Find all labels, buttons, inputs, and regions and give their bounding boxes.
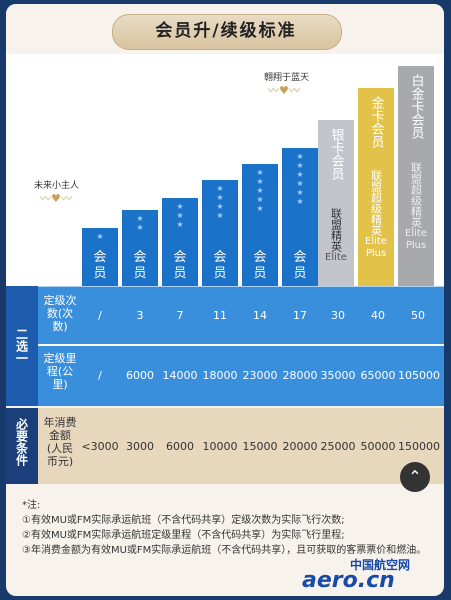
either-label-box: 二选一 <box>6 286 38 406</box>
row-value: 28000 <box>282 369 318 382</box>
row-value: 11 <box>213 309 227 322</box>
stars-icon: ★ ★ <box>136 214 144 232</box>
basic-tier-label: 会员 <box>253 250 267 281</box>
basic-tier-label: 会员 <box>133 250 147 281</box>
basic-tier-6: ★ ★ ★ ★ ★ ★ 会员 <box>282 148 318 286</box>
note-2: ②有效MU或FM实际承运航班定级里程（不含代码共享）为实际飞行里程; <box>22 530 345 541</box>
note-1: ①有效MU或FM实际承运航班（不含代码共享）定级次数为实际飞行次数; <box>22 515 345 526</box>
row-value: 18000 <box>202 369 238 382</box>
row-value: 35000 <box>320 369 356 382</box>
tier-silver-sub: 联盟精英 <box>329 208 343 252</box>
row-value: 23000 <box>242 369 278 382</box>
wings-right-icon: 〰♥〰 <box>268 84 300 97</box>
notes: *注: ①有效MU或FM实际承运航班（不含代码共享）定级次数为实际飞行次数; ②… <box>22 498 432 558</box>
basic-tier-4: ★ ★ ★ ★ 会员 <box>202 180 238 286</box>
stars-icon: ★ <box>96 232 104 241</box>
row-value: 30 <box>331 309 345 322</box>
row-value: 14000 <box>162 369 198 382</box>
row-label-mileage: 定级里程(公里) <box>43 352 77 391</box>
row-value: 150000 <box>398 440 440 453</box>
logo-top-text: 中国航空网 <box>350 558 411 572</box>
either-label: 二选一 <box>14 328 29 364</box>
basic-tier-label: 会员 <box>213 250 227 281</box>
basic-tier-label: 会员 <box>293 250 307 281</box>
row-value: 6000 <box>166 440 194 453</box>
row-value: 105000 <box>398 369 440 382</box>
row-value: 50 <box>411 309 425 322</box>
row-value: 25000 <box>320 440 356 453</box>
basic-tier-label: 会员 <box>173 250 187 281</box>
tier-platinum-eng: Elite Plus <box>405 228 427 251</box>
page-title: 会员升/续级标准 <box>155 21 297 41</box>
tier-gold: 金卡会员 联盟超级精英 Elite Plus <box>358 88 394 286</box>
row-value: / <box>98 369 102 382</box>
stars-icon: ★ ★ ★ ★ ★ <box>256 168 264 213</box>
basic-tier-5: ★ ★ ★ ★ ★ 会员 <box>242 164 278 286</box>
tier-silver-name: 银卡会员 <box>328 128 344 180</box>
scroll-top-button[interactable]: ⌃ <box>400 462 430 492</box>
caption-right: 翱翔于蓝天 <box>264 73 310 83</box>
tier-platinum-name: 白金卡会员 <box>408 74 424 139</box>
title-area: 会员升/续级标准 <box>6 4 444 54</box>
membership-card: 会员升/续级标准 未来小主人 〰♥〰 翱翔于蓝天 〰♥〰 ★ 会员 ★ ★ 会员 ★ ★ ★ 会… <box>6 4 444 596</box>
row-value: <3000 <box>81 440 119 453</box>
row-label-count: 定级次数(次数) <box>43 294 77 333</box>
row-value: 40 <box>371 309 385 322</box>
tier-gold-sub: 联盟超级精英 <box>369 170 383 236</box>
note-0: *注: <box>22 500 41 511</box>
tier-silver-eng: Elite <box>325 252 347 263</box>
required-band <box>6 408 444 484</box>
row-value: 15000 <box>242 440 278 453</box>
basic-tier-label: 会员 <box>93 250 107 281</box>
either-band <box>6 286 444 406</box>
wings-left-icon: 〰♥〰 <box>40 192 72 205</box>
tier-silver: 银卡会员 联盟精英 Elite <box>318 120 354 286</box>
row-value: 3000 <box>126 440 154 453</box>
required-label-box: 必要条件 <box>6 408 38 484</box>
row-value: 65000 <box>360 369 396 382</box>
tier-platinum: 白金卡会员 联盟超级精英 Elite Plus <box>398 66 434 286</box>
note-3: ③年消费金额为有效MU或FM实际承运航班（不含代码共享），且可获取的客票票价和燃… <box>22 545 427 556</box>
row-value: 3 <box>136 309 144 322</box>
logo-main-text: aero.cn <box>302 568 395 593</box>
row-value: / <box>98 309 102 322</box>
row-value: 7 <box>176 309 184 322</box>
stars-icon: ★ ★ ★ <box>176 202 184 229</box>
title-pill <box>112 14 342 50</box>
row-value: 6000 <box>126 369 154 382</box>
tier-gold-eng: Elite Plus <box>365 236 387 259</box>
basic-tier-2: ★ ★ 会员 <box>122 210 158 286</box>
row-value: 50000 <box>360 440 396 453</box>
tier-gold-name: 金卡会员 <box>368 96 384 148</box>
row-value: 17 <box>293 309 307 322</box>
basic-tier-1: ★ 会员 <box>82 228 118 286</box>
row-value: 14 <box>253 309 267 322</box>
tier-platinum-sub: 联盟超级精英 <box>409 162 423 228</box>
required-label: 必要条件 <box>14 418 29 466</box>
caption-left: 未来小主人 <box>34 181 80 191</box>
row-value: 20000 <box>282 440 318 453</box>
row-label-spend: 年消费金额(人民币元) <box>43 416 77 468</box>
stars-icon: ★ ★ ★ ★ <box>216 184 224 220</box>
stars-icon: ★ ★ ★ ★ ★ ★ <box>296 152 304 206</box>
row-value: 10000 <box>202 440 238 453</box>
chevron-up-icon: ⌃ <box>408 467 422 486</box>
basic-tier-3: ★ ★ ★ 会员 <box>162 198 198 286</box>
